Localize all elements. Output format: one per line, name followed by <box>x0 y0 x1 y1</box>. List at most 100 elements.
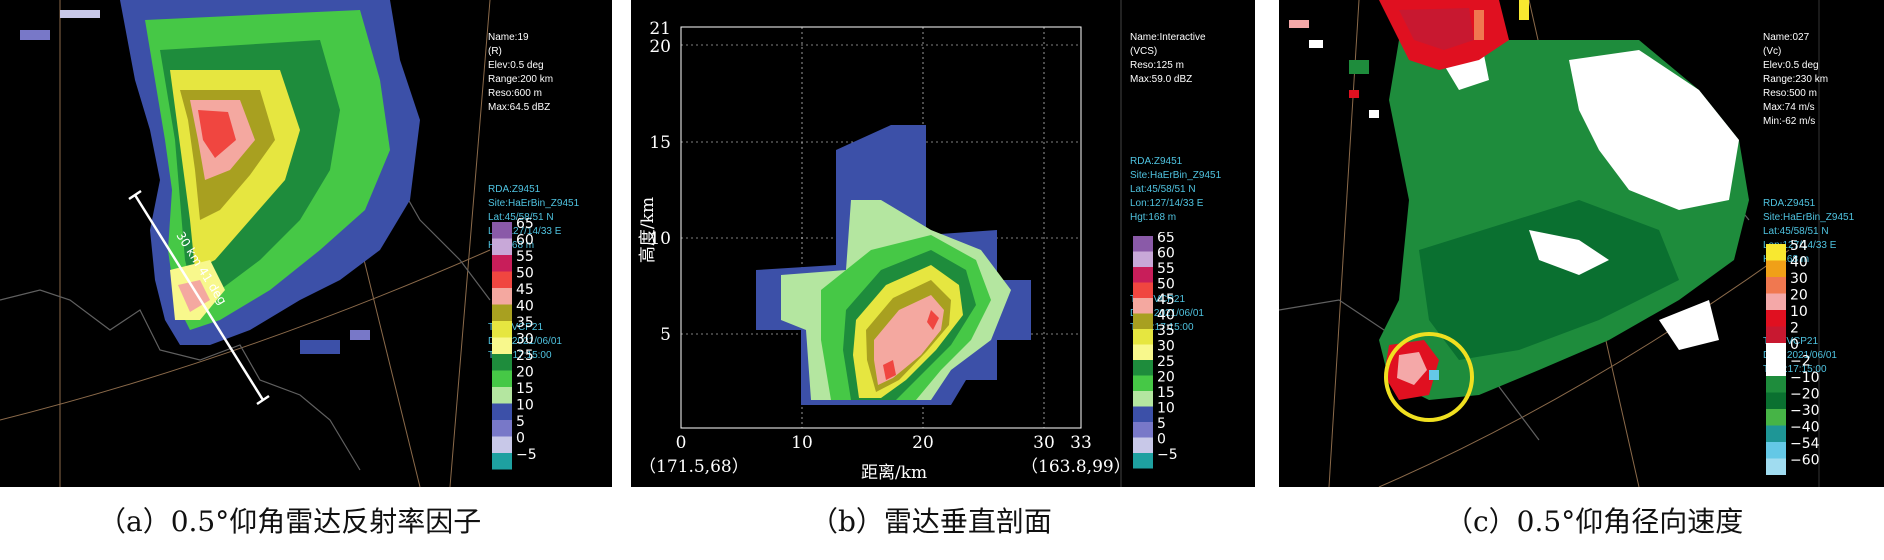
legend-label: −2 <box>1790 354 1811 370</box>
legend-label: 35 <box>516 315 534 331</box>
legend-label: 10 <box>516 398 534 414</box>
x-start-label: （171.5,68） <box>639 457 749 477</box>
legend-swatch <box>492 304 512 321</box>
legend-swatch <box>492 420 512 437</box>
legend-swatch <box>1766 310 1786 327</box>
legend-label: 0 <box>1790 337 1799 353</box>
x-tick: 0 <box>676 433 687 453</box>
legend-label: 0 <box>1157 432 1166 448</box>
legend-swatch <box>492 453 512 470</box>
y-tick: 5 <box>660 325 671 345</box>
legend-label: 2 <box>1790 321 1799 337</box>
legend-label: 10 <box>1157 401 1175 417</box>
y-axis-label: 高度/km <box>638 197 658 263</box>
legend-swatch <box>1766 293 1786 310</box>
y-tick: 20 <box>649 37 671 57</box>
legend-label: 20 <box>516 365 534 381</box>
x-tick: 10 <box>791 433 813 453</box>
vertical-section-panel: 21 20 15 10 5 0 10 20 30 33 （171.5,68） （… <box>631 0 1255 487</box>
legend-label: 60 <box>516 233 534 249</box>
legend-label: 5 <box>1157 416 1166 432</box>
x-axis-label: 距离/km <box>861 463 927 483</box>
legend-label: 40 <box>516 299 534 315</box>
legend-swatch <box>1133 267 1153 283</box>
legend-label: 60 <box>1157 246 1175 262</box>
legend-label: 35 <box>1157 323 1175 339</box>
legend-swatch <box>1133 282 1153 298</box>
caption-c: （c）0.5°仰角径向速度 <box>1445 505 1744 538</box>
legend-label: 15 <box>1157 385 1175 401</box>
legend-label: 30 <box>1790 271 1808 287</box>
legend-swatch <box>1133 298 1153 314</box>
legend-label: 55 <box>516 249 534 265</box>
legend-swatch <box>492 288 512 305</box>
legend-swatch <box>492 255 512 272</box>
legend-swatch <box>1766 458 1786 475</box>
legend-label: 40 <box>1157 308 1175 324</box>
legend-swatch <box>1766 376 1786 393</box>
legend-label: 30 <box>1157 339 1175 355</box>
legend-swatch <box>1133 406 1153 422</box>
legend-swatch <box>492 222 512 239</box>
legend-label: −40 <box>1790 420 1820 436</box>
legend-swatch <box>1133 375 1153 391</box>
legend-label: 20 <box>1790 288 1808 304</box>
legend-swatch <box>1133 344 1153 360</box>
legend-label: 65 <box>516 218 534 232</box>
legend-swatch <box>1133 437 1153 453</box>
legend-label: 45 <box>516 282 534 298</box>
legend-swatch <box>1133 236 1153 252</box>
velocity-panel: Name:027 (Vc) Elev:0.5 deg Range:230 km Reso… <box>1279 0 1884 487</box>
legend-swatch <box>492 321 512 338</box>
x-tick: 20 <box>912 433 934 453</box>
y-tick: 21 <box>649 19 671 39</box>
x-end-label: （163.8,99） <box>1021 457 1131 477</box>
legend-swatch <box>1766 359 1786 376</box>
legend-swatch <box>1133 251 1153 267</box>
legend-swatch <box>1766 442 1786 459</box>
legend-label: −5 <box>516 447 537 463</box>
y-tick: 15 <box>649 133 671 153</box>
legend-swatch <box>492 271 512 288</box>
legend-label: 50 <box>516 266 534 282</box>
legend-swatch <box>1766 277 1786 294</box>
legend-label: 25 <box>1157 354 1175 370</box>
legend-label: 25 <box>516 348 534 364</box>
mesocyclone-circle <box>1384 332 1474 422</box>
legend-label: −20 <box>1790 387 1820 403</box>
legend-swatch <box>1766 343 1786 360</box>
legend-swatch <box>1133 391 1153 407</box>
legend-label: 45 <box>1157 292 1175 308</box>
legend-swatch <box>492 337 512 354</box>
caption-a: （a）0.5°仰角雷达反射率因子 <box>98 505 482 538</box>
velocity-image <box>1279 0 1820 487</box>
legend-label: 0 <box>516 431 525 447</box>
legend-swatch <box>1133 313 1153 329</box>
legend-swatch <box>1133 453 1153 469</box>
legend-label: −5 <box>1157 447 1178 463</box>
legend-swatch <box>1133 329 1153 345</box>
legend-swatch <box>1766 244 1786 261</box>
legend-swatch <box>492 238 512 255</box>
legend-swatch <box>492 403 512 420</box>
legend-label: 10 <box>1790 304 1808 320</box>
legend-swatch <box>492 387 512 404</box>
legend-label: −54 <box>1790 436 1820 452</box>
legend-label: 50 <box>1157 277 1175 293</box>
legend-label: 5 <box>516 414 525 430</box>
legend-label: −10 <box>1790 370 1820 386</box>
legend-swatch <box>1133 422 1153 438</box>
legend-label: 40 <box>1790 255 1808 271</box>
legend-label: 15 <box>516 381 534 397</box>
vertical-section-image: 21 20 15 10 5 0 10 20 30 33 （171.5,68） （… <box>638 0 1131 487</box>
legend-label: −60 <box>1790 453 1820 469</box>
legend-swatch <box>1766 260 1786 277</box>
legend-label: 54 <box>1790 240 1808 254</box>
legend-swatch <box>492 354 512 371</box>
legend-label: 65 <box>1157 232 1175 246</box>
legend-label: 30 <box>516 332 534 348</box>
legend-label: −30 <box>1790 403 1820 419</box>
info-block-a: Name:19 (R) Elev:0.5 deg Range:200 km Reso:6… <box>488 32 580 361</box>
